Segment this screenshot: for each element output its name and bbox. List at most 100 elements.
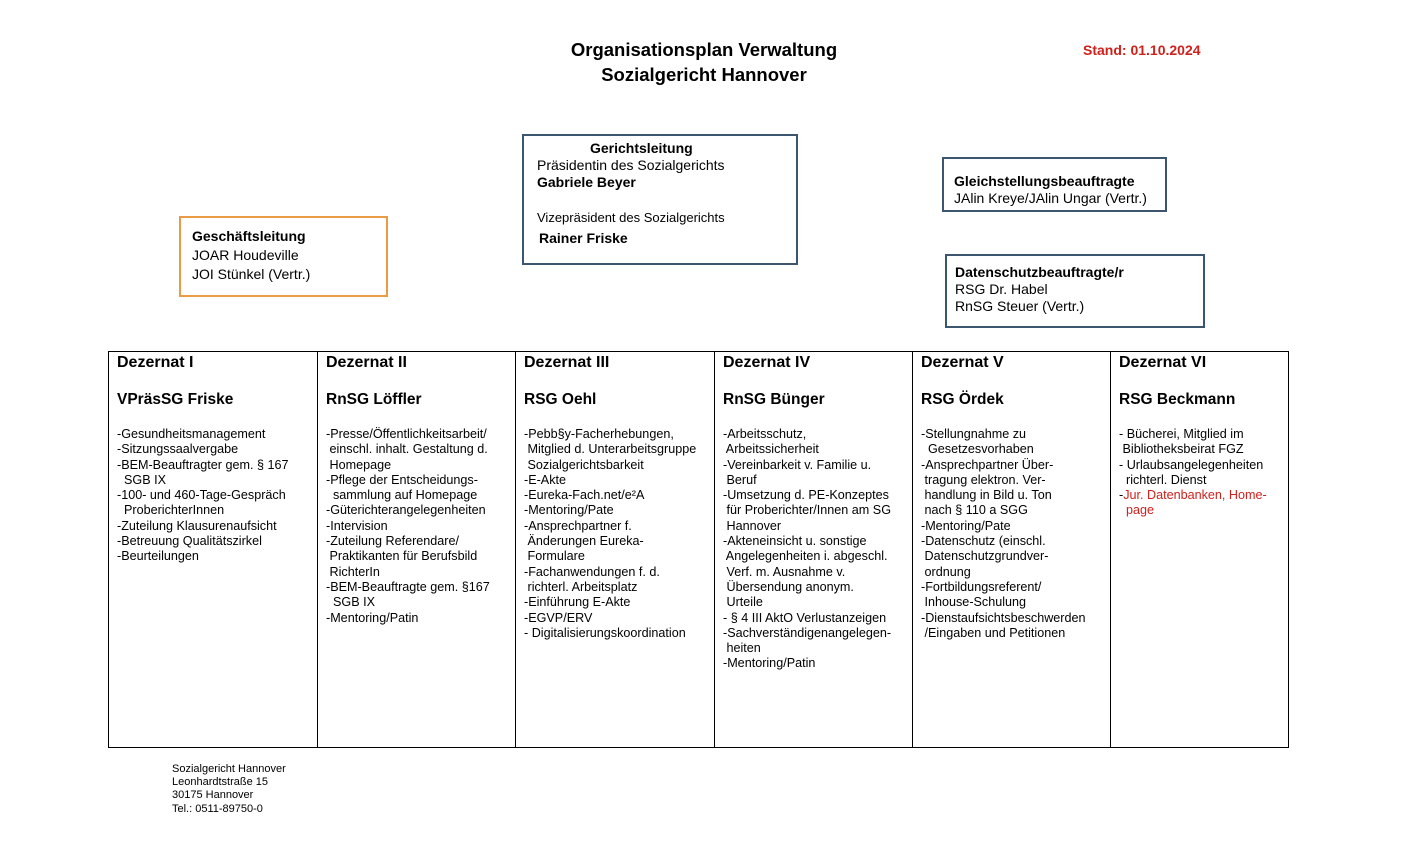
task-line: -Betreuung Qualitätszirkel: [117, 534, 262, 549]
title-line-2: Sozialgericht Hannover: [601, 64, 807, 85]
footer-address: Sozialgericht Hannover Leonhardtstraße 1…: [172, 763, 286, 816]
task-line-highlight: page: [1119, 503, 1288, 518]
task-line: Datenschutzgrundver-: [921, 549, 1049, 564]
footer-line: Tel.: 0511-89750-0: [172, 802, 263, 815]
task-line: -Fortbildungsreferent/: [921, 579, 1042, 594]
task-line: Homepage: [326, 457, 392, 472]
highlight-text: page: [1119, 503, 1155, 518]
task-line: nach § 110 a SGG: [921, 503, 1028, 518]
task-line: für Proberichter/Innen am SG: [723, 503, 891, 518]
dezernat-head: RnSG Löffler: [326, 391, 422, 408]
task-line: -Sitzungssaalvergabe: [117, 442, 239, 457]
task-line: -Zuteilung Klausurenaufsicht: [117, 518, 277, 533]
task-line: -Intervision: [326, 518, 388, 533]
task-line: SGB IX: [117, 472, 166, 487]
dezernate-table: Dezernat I VPräsSG Friske -Gesundheitsmana…: [108, 351, 1289, 748]
task-line: handlung in Bild u. Ton: [921, 488, 1052, 503]
task-line: Praktikanten für Berufsbild: [326, 549, 478, 564]
box-line: JOAR Houdeville: [192, 247, 299, 263]
task-line: - Digitalisierungskoordination: [524, 625, 686, 640]
task-line: SGB IX: [326, 595, 375, 610]
task-line: -Fachanwendungen f. d.: [524, 564, 660, 579]
task-line: -Pflege der Entscheidungs-: [326, 472, 478, 487]
box-title: Gerichtsleitung: [590, 140, 693, 156]
task-line: -EGVP/ERV: [524, 610, 593, 625]
task-line: Gesetzesvorhaben: [921, 442, 1034, 457]
box-title: Geschäftsleitung: [192, 228, 306, 244]
dezernat-column: Dezernat VI RSG Beckmann - Bücherei, Mitgl…: [1110, 351, 1289, 748]
task-line: -Gesundheitsmanagement: [117, 427, 266, 441]
title-line-1: Organisationsplan Verwaltung: [570, 39, 838, 60]
dezernat-title: Dezernat I: [117, 354, 194, 371]
footer-line: Sozialgericht Hannover: [172, 763, 286, 775]
task-line: Verf. m. Ausnahme v.: [723, 564, 846, 579]
task-line: -Umsetzung d. PE-Konzeptes: [723, 488, 889, 503]
task-line: -BEM-Beauftragter gem. § 167: [117, 457, 289, 472]
task-line: -Mentoring/Pate: [524, 503, 614, 518]
task-line: -Mentoring/Patin: [326, 610, 419, 625]
gleichstellung-box: Gleichstellungsbeauftragte JAlin Kreye/J…: [942, 157, 1167, 212]
task-line: einschl. inhalt. Gestaltung d.: [326, 442, 488, 457]
footer-line: 30175 Hannover: [172, 789, 254, 802]
box-title: Gleichstellungsbeauftragte: [954, 173, 1135, 189]
task-line: ProberichterInnen: [117, 503, 225, 518]
task-line: -Ansprechpartner f.: [524, 518, 632, 533]
task-line: -Akteneinsicht u. sonstige: [723, 534, 867, 549]
task-line: -Mentoring/Patin: [723, 656, 816, 671]
box-line: RSG Dr. Habel: [955, 281, 1048, 297]
dezernat-column: Dezernat V RSG Ördek -Stellungnahme zu Ges…: [912, 351, 1111, 748]
task-line: -Stellungnahme zu: [921, 427, 1027, 441]
task-line: Mitglied d. Unterarbeitsgruppe: [524, 442, 697, 457]
task-line: tragung elektron. Ver-: [921, 472, 1046, 487]
task-line: -Arbeitsschutz,: [723, 427, 807, 441]
task-line: -Dienstaufsichtsbeschwerden: [921, 610, 1086, 625]
dash: -: [1119, 488, 1124, 503]
task-line: richterl. Dienst: [1119, 472, 1207, 487]
task-line: -BEM-Beauftragte gem. §167: [326, 579, 490, 594]
task-line: - Urlaubsangelegenheiten: [1119, 457, 1264, 472]
task-line: -Eureka-Fach.net/e²A: [524, 488, 645, 503]
dezernat-column: Dezernat IV RnSG Bünger -Arbeitsschutz, Ar…: [714, 351, 913, 748]
box-line: Präsidentin des Sozialgerichts: [537, 157, 725, 173]
dezernat-head: RSG Ördek: [921, 391, 1004, 408]
dezernat-title: Dezernat II: [326, 354, 407, 371]
geschaeftsleitung-box: Geschäftsleitung JOAR Houdeville JOI Stü…: [179, 216, 388, 297]
task-line: - Bücherei, Mitglied im: [1119, 427, 1244, 441]
dezernat-head: RSG Beckmann: [1119, 391, 1236, 408]
box-line: Vizepräsident des Sozialgerichts: [537, 210, 725, 225]
task-line: -Datenschutz (einschl.: [921, 534, 1046, 549]
task-line: Formulare: [524, 549, 585, 564]
highlight-text: Jur. Datenbanken, Home-: [1123, 488, 1267, 503]
dezernat-head: VPräsSG Friske: [117, 391, 234, 408]
task-line: RichterIn: [326, 564, 380, 579]
dezernat-title: Dezernat VI: [1119, 354, 1207, 371]
datenschutz-box: Datenschutzbeauftragte/r RSG Dr. Habel R…: [945, 254, 1205, 328]
dezernat-title: Dezernat III: [524, 354, 610, 371]
dezernat-head: RSG Oehl: [524, 391, 597, 408]
box-line: RnSG Steuer (Vertr.): [955, 298, 1085, 314]
dezernat-head: RnSG Bünger: [723, 391, 825, 408]
dezernat-title: Dezernat V: [921, 354, 1004, 371]
task-line: -100- und 460-Tage-Gespräch: [117, 488, 286, 503]
task-line: -Beurteilungen: [117, 549, 199, 564]
task-line: -Mentoring/Pate: [921, 518, 1011, 533]
task-line: Arbeitssicherheit: [723, 442, 819, 457]
task-line: -Ansprechpartner Über-: [921, 457, 1054, 472]
box-title: Datenschutzbeauftragte/r: [955, 264, 1124, 280]
task-line: -Pebb§y-Facherhebungen,: [524, 427, 674, 441]
task-line: Hannover: [723, 518, 782, 533]
task-line: Angelegenheiten i. abgeschl.: [723, 549, 888, 564]
dezernat-title: Dezernat IV: [723, 354, 811, 371]
task-line: ordnung: [921, 564, 971, 579]
task-line: -Einführung E-Akte: [524, 595, 631, 610]
gerichtsleitung-box: Gerichtsleitung Präsidentin des Sozialge…: [522, 134, 798, 265]
task-line: /Eingaben und Petitionen: [921, 625, 1066, 640]
task-line: richterl. Arbeitsplatz: [524, 579, 638, 594]
dezernat-column: Dezernat II RnSG Löffler -Presse/Öffentlic…: [317, 351, 516, 748]
box-line: JAlin Kreye/JAlin Ungar (Vertr.): [954, 190, 1147, 206]
task-line: Inhouse-Schulung: [921, 595, 1027, 610]
task-line: heiten: [723, 641, 761, 656]
task-line: Änderungen Eureka-: [524, 534, 644, 549]
task-line: -Vereinbarkeit v. Familie u.: [723, 457, 872, 472]
task-line-highlight: -Jur. Datenbanken, Home-: [1119, 488, 1288, 503]
